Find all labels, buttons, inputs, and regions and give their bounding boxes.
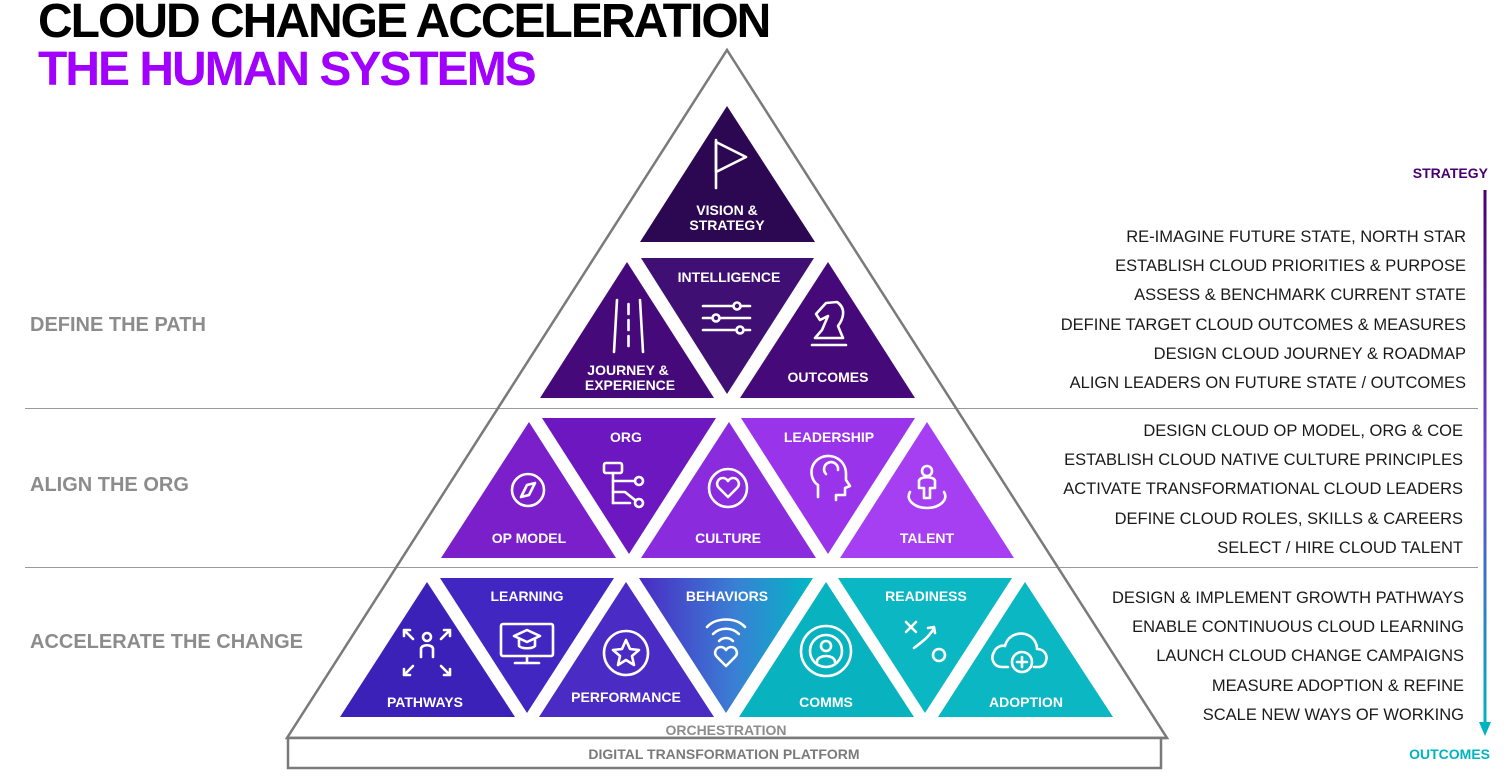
label-performance: PERFORMANCE bbox=[571, 689, 681, 705]
tile-talent bbox=[840, 422, 1014, 558]
label-org: ORG bbox=[610, 429, 642, 445]
tile-learning bbox=[440, 578, 614, 713]
strategy-to-outcomes-arrow bbox=[1479, 190, 1491, 736]
org-chart-icon bbox=[602, 461, 645, 509]
divider-align-accelerate bbox=[25, 567, 1478, 568]
list-item: DESIGN CLOUD JOURNEY & ROADMAP bbox=[1153, 344, 1466, 363]
tile-readiness bbox=[838, 578, 1012, 713]
tile-outcomes bbox=[740, 262, 915, 398]
list-item: ESTABLISH CLOUD NATIVE CULTURE PRINCIPLE… bbox=[1064, 451, 1463, 470]
compass-icon bbox=[510, 472, 546, 508]
wifi-heart-icon bbox=[705, 618, 747, 668]
tile-pathways bbox=[340, 582, 515, 717]
list-item: ENABLE CONTINUOUS CLOUD LEARNING bbox=[1132, 618, 1464, 637]
label-op-model: OP MODEL bbox=[492, 530, 567, 546]
label-orchestration: ORCHESTRATION bbox=[665, 722, 786, 738]
label-adoption: ADOPTION bbox=[989, 694, 1063, 710]
list-item: DEFINE CLOUD ROLES, SKILLS & CAREERS bbox=[1114, 509, 1463, 528]
growth-arrows-icon bbox=[402, 628, 452, 677]
list-item: RE-IMAGINE FUTURE STATE, NORTH STAR bbox=[1126, 228, 1466, 246]
list-item: DEFINE TARGET CLOUD OUTCOMES & MEASURES bbox=[1060, 315, 1466, 334]
head-profile-icon bbox=[810, 454, 852, 502]
label-outcomes: OUTCOMES bbox=[788, 369, 869, 385]
tile-journey-experience bbox=[540, 262, 714, 398]
label-vision-strategy-1: VISION & bbox=[696, 202, 757, 218]
tile-performance bbox=[539, 582, 714, 717]
list-item: ALIGN LEADERS ON FUTURE STATE / OUTCOMES bbox=[1069, 373, 1466, 392]
tile-comms bbox=[739, 582, 914, 717]
cloud-plus-icon bbox=[991, 632, 1048, 674]
axis-label-strategy: STRATEGY bbox=[1412, 165, 1488, 181]
label-culture: CULTURE bbox=[695, 530, 761, 546]
tactics-play-icon bbox=[904, 620, 947, 663]
list-align-the-org: DESIGN CLOUD OP MODEL, ORG & COE ESTABLI… bbox=[1063, 417, 1463, 563]
tile-vision-strategy bbox=[640, 106, 815, 242]
axis-label-outcomes: OUTCOMES bbox=[1409, 746, 1490, 762]
list-item: LAUNCH CLOUD CHANGE CAMPAIGNS bbox=[1156, 647, 1464, 666]
label-behaviors: BEHAVIORS bbox=[686, 588, 768, 604]
heart-circle-icon bbox=[707, 467, 749, 509]
label-learning: LEARNING bbox=[490, 588, 563, 604]
label-digital-transformation-platform: DIGITAL TRANSFORMATION PLATFORM bbox=[588, 746, 859, 762]
tile-org bbox=[542, 418, 716, 554]
sliders-icon bbox=[701, 301, 752, 335]
label-journey-experience-2: EXPERIENCE bbox=[585, 377, 675, 393]
list-item: ACTIVATE TRANSFORMATIONAL CLOUD LEADERS bbox=[1063, 480, 1463, 499]
list-accelerate-the-change: DESIGN & IMPLEMENT GROWTH PATHWAYS ENABL… bbox=[1112, 584, 1464, 730]
list-item: ASSESS & BENCHMARK CURRENT STATE bbox=[1134, 286, 1466, 305]
list-item: ESTABLISH CLOUD PRIORITIES & PURPOSE bbox=[1115, 257, 1466, 276]
title-line-2: THE HUMAN SYSTEMS bbox=[38, 43, 537, 96]
section-accelerate-the-change: ACCELERATE THE CHANGE bbox=[30, 631, 303, 653]
tile-behaviors bbox=[639, 578, 813, 713]
divider-define-align bbox=[25, 408, 1478, 409]
label-comms: COMMS bbox=[799, 694, 853, 710]
list-item: SCALE NEW WAYS OF WORKING bbox=[1202, 705, 1464, 724]
label-vision-strategy-2: STRATEGY bbox=[689, 217, 765, 233]
tile-op-model bbox=[441, 422, 616, 558]
monitor-graduation-icon bbox=[499, 622, 555, 665]
title-line-1: CLOUD CHANGE ACCELERATION bbox=[38, 0, 771, 48]
star-badge-icon bbox=[602, 629, 650, 677]
broadcast-person-icon bbox=[799, 624, 853, 678]
flag-icon bbox=[714, 138, 748, 190]
section-align-the-org: ALIGN THE ORG bbox=[30, 474, 189, 496]
road-icon bbox=[612, 298, 645, 354]
person-target-icon bbox=[907, 464, 947, 510]
tile-leadership bbox=[741, 418, 915, 554]
list-define-the-path: RE-IMAGINE FUTURE STATE, NORTH STAR ESTA… bbox=[1061, 223, 1466, 398]
list-item: DESIGN CLOUD OP MODEL, ORG & COE bbox=[1143, 422, 1463, 440]
label-journey-experience-1: JOURNEY & bbox=[587, 362, 668, 378]
tile-adoption bbox=[938, 582, 1113, 717]
platform-box bbox=[286, 736, 1163, 770]
label-talent: TALENT bbox=[900, 530, 955, 546]
list-item: DESIGN & IMPLEMENT GROWTH PATHWAYS bbox=[1111, 589, 1464, 607]
label-leadership: LEADERSHIP bbox=[784, 429, 874, 445]
list-item: MEASURE ADOPTION & REFINE bbox=[1211, 676, 1464, 695]
list-item: SELECT / HIRE CLOUD TALENT bbox=[1217, 538, 1463, 557]
section-define-the-path: DEFINE THE PATH bbox=[30, 314, 206, 336]
label-intelligence: INTELLIGENCE bbox=[678, 269, 781, 285]
label-pathways: PATHWAYS bbox=[387, 694, 463, 710]
tile-intelligence bbox=[641, 258, 814, 394]
label-readiness: READINESS bbox=[885, 588, 967, 604]
chess-knight-icon bbox=[810, 300, 848, 347]
tile-culture bbox=[641, 422, 816, 558]
